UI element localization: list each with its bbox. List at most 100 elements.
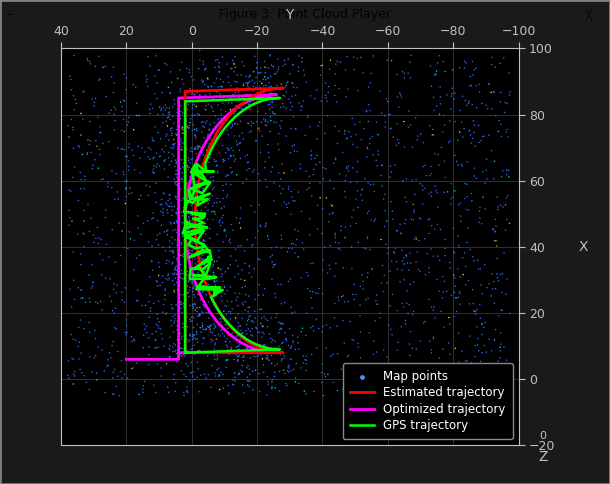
- Map points: [383, 367, 393, 375]
- Map points: [172, 262, 182, 270]
- Map points: [306, 294, 316, 302]
- Map points: [457, 119, 467, 126]
- Map points: [167, 248, 177, 256]
- Map points: [489, 363, 498, 371]
- Line: Optimized trajectory: Optimized trajectory: [126, 95, 277, 359]
- Map points: [318, 256, 328, 264]
- Map points: [213, 310, 223, 318]
- Map points: [474, 219, 484, 227]
- Map points: [223, 191, 232, 199]
- Map points: [182, 216, 192, 224]
- Map points: [270, 110, 280, 118]
- Map points: [305, 231, 315, 239]
- Map points: [152, 315, 162, 322]
- Map points: [160, 142, 170, 150]
- Map points: [260, 118, 270, 125]
- Map points: [208, 208, 218, 215]
- Map points: [132, 254, 142, 262]
- Map points: [93, 165, 103, 172]
- Map points: [226, 221, 236, 228]
- Map points: [219, 314, 229, 322]
- Map points: [163, 226, 173, 234]
- Map points: [392, 227, 402, 235]
- Map points: [164, 388, 174, 396]
- Map points: [182, 65, 192, 73]
- Map points: [93, 224, 102, 231]
- Map points: [373, 131, 383, 138]
- Text: Figure 3: Point Cloud Player: Figure 3: Point Cloud Player: [219, 8, 391, 21]
- Map points: [192, 328, 201, 336]
- Map points: [226, 152, 236, 160]
- Map points: [260, 158, 270, 166]
- Map points: [395, 220, 405, 228]
- Map points: [303, 113, 312, 121]
- Map points: [432, 67, 442, 75]
- Map points: [182, 268, 192, 275]
- Map points: [218, 99, 228, 107]
- Map points: [392, 386, 401, 393]
- Map points: [404, 107, 414, 115]
- Map points: [198, 326, 208, 333]
- Map points: [173, 205, 182, 212]
- Map points: [262, 121, 271, 129]
- Map points: [242, 344, 252, 352]
- Map points: [179, 194, 189, 202]
- Map points: [174, 132, 184, 139]
- Map points: [462, 102, 472, 109]
- Map points: [228, 227, 238, 234]
- Map points: [183, 362, 193, 370]
- Map points: [73, 197, 83, 204]
- Map points: [202, 146, 212, 154]
- Map points: [369, 188, 379, 196]
- Map points: [501, 226, 511, 234]
- Map points: [259, 82, 268, 90]
- Map points: [120, 97, 129, 105]
- Map points: [189, 174, 199, 182]
- Map points: [242, 344, 252, 352]
- Map points: [407, 176, 417, 184]
- Map points: [301, 78, 311, 86]
- Map points: [440, 121, 450, 129]
- Map points: [73, 142, 83, 150]
- Map points: [138, 389, 148, 396]
- Map points: [173, 335, 182, 343]
- Map points: [455, 273, 465, 281]
- Map points: [221, 356, 231, 364]
- Map points: [411, 233, 421, 241]
- Map points: [108, 374, 118, 382]
- Map points: [306, 152, 316, 160]
- Map points: [238, 368, 248, 376]
- Map points: [120, 178, 130, 185]
- Map points: [269, 179, 279, 187]
- Map points: [224, 390, 234, 398]
- Map points: [199, 123, 209, 131]
- Map points: [158, 272, 168, 280]
- Map points: [206, 151, 215, 158]
- Map points: [197, 323, 207, 331]
- Map points: [475, 214, 485, 222]
- Map points: [267, 258, 277, 266]
- Map points: [171, 170, 181, 178]
- Map points: [145, 313, 154, 321]
- Map points: [297, 58, 307, 65]
- Map points: [400, 220, 410, 227]
- Map points: [394, 103, 404, 111]
- Map points: [472, 82, 481, 90]
- Map points: [178, 129, 188, 137]
- Map points: [175, 156, 185, 164]
- Map points: [463, 224, 473, 232]
- Map points: [164, 149, 174, 156]
- Map points: [267, 385, 277, 393]
- Map points: [172, 196, 182, 203]
- Map points: [271, 314, 281, 321]
- Map points: [176, 197, 186, 204]
- Map points: [178, 163, 188, 171]
- Map points: [145, 183, 155, 191]
- Map points: [73, 343, 83, 350]
- Map points: [210, 355, 220, 363]
- Map points: [203, 136, 212, 144]
- Map points: [185, 189, 195, 197]
- Map points: [188, 301, 198, 308]
- Map points: [145, 292, 155, 300]
- Map points: [288, 79, 298, 87]
